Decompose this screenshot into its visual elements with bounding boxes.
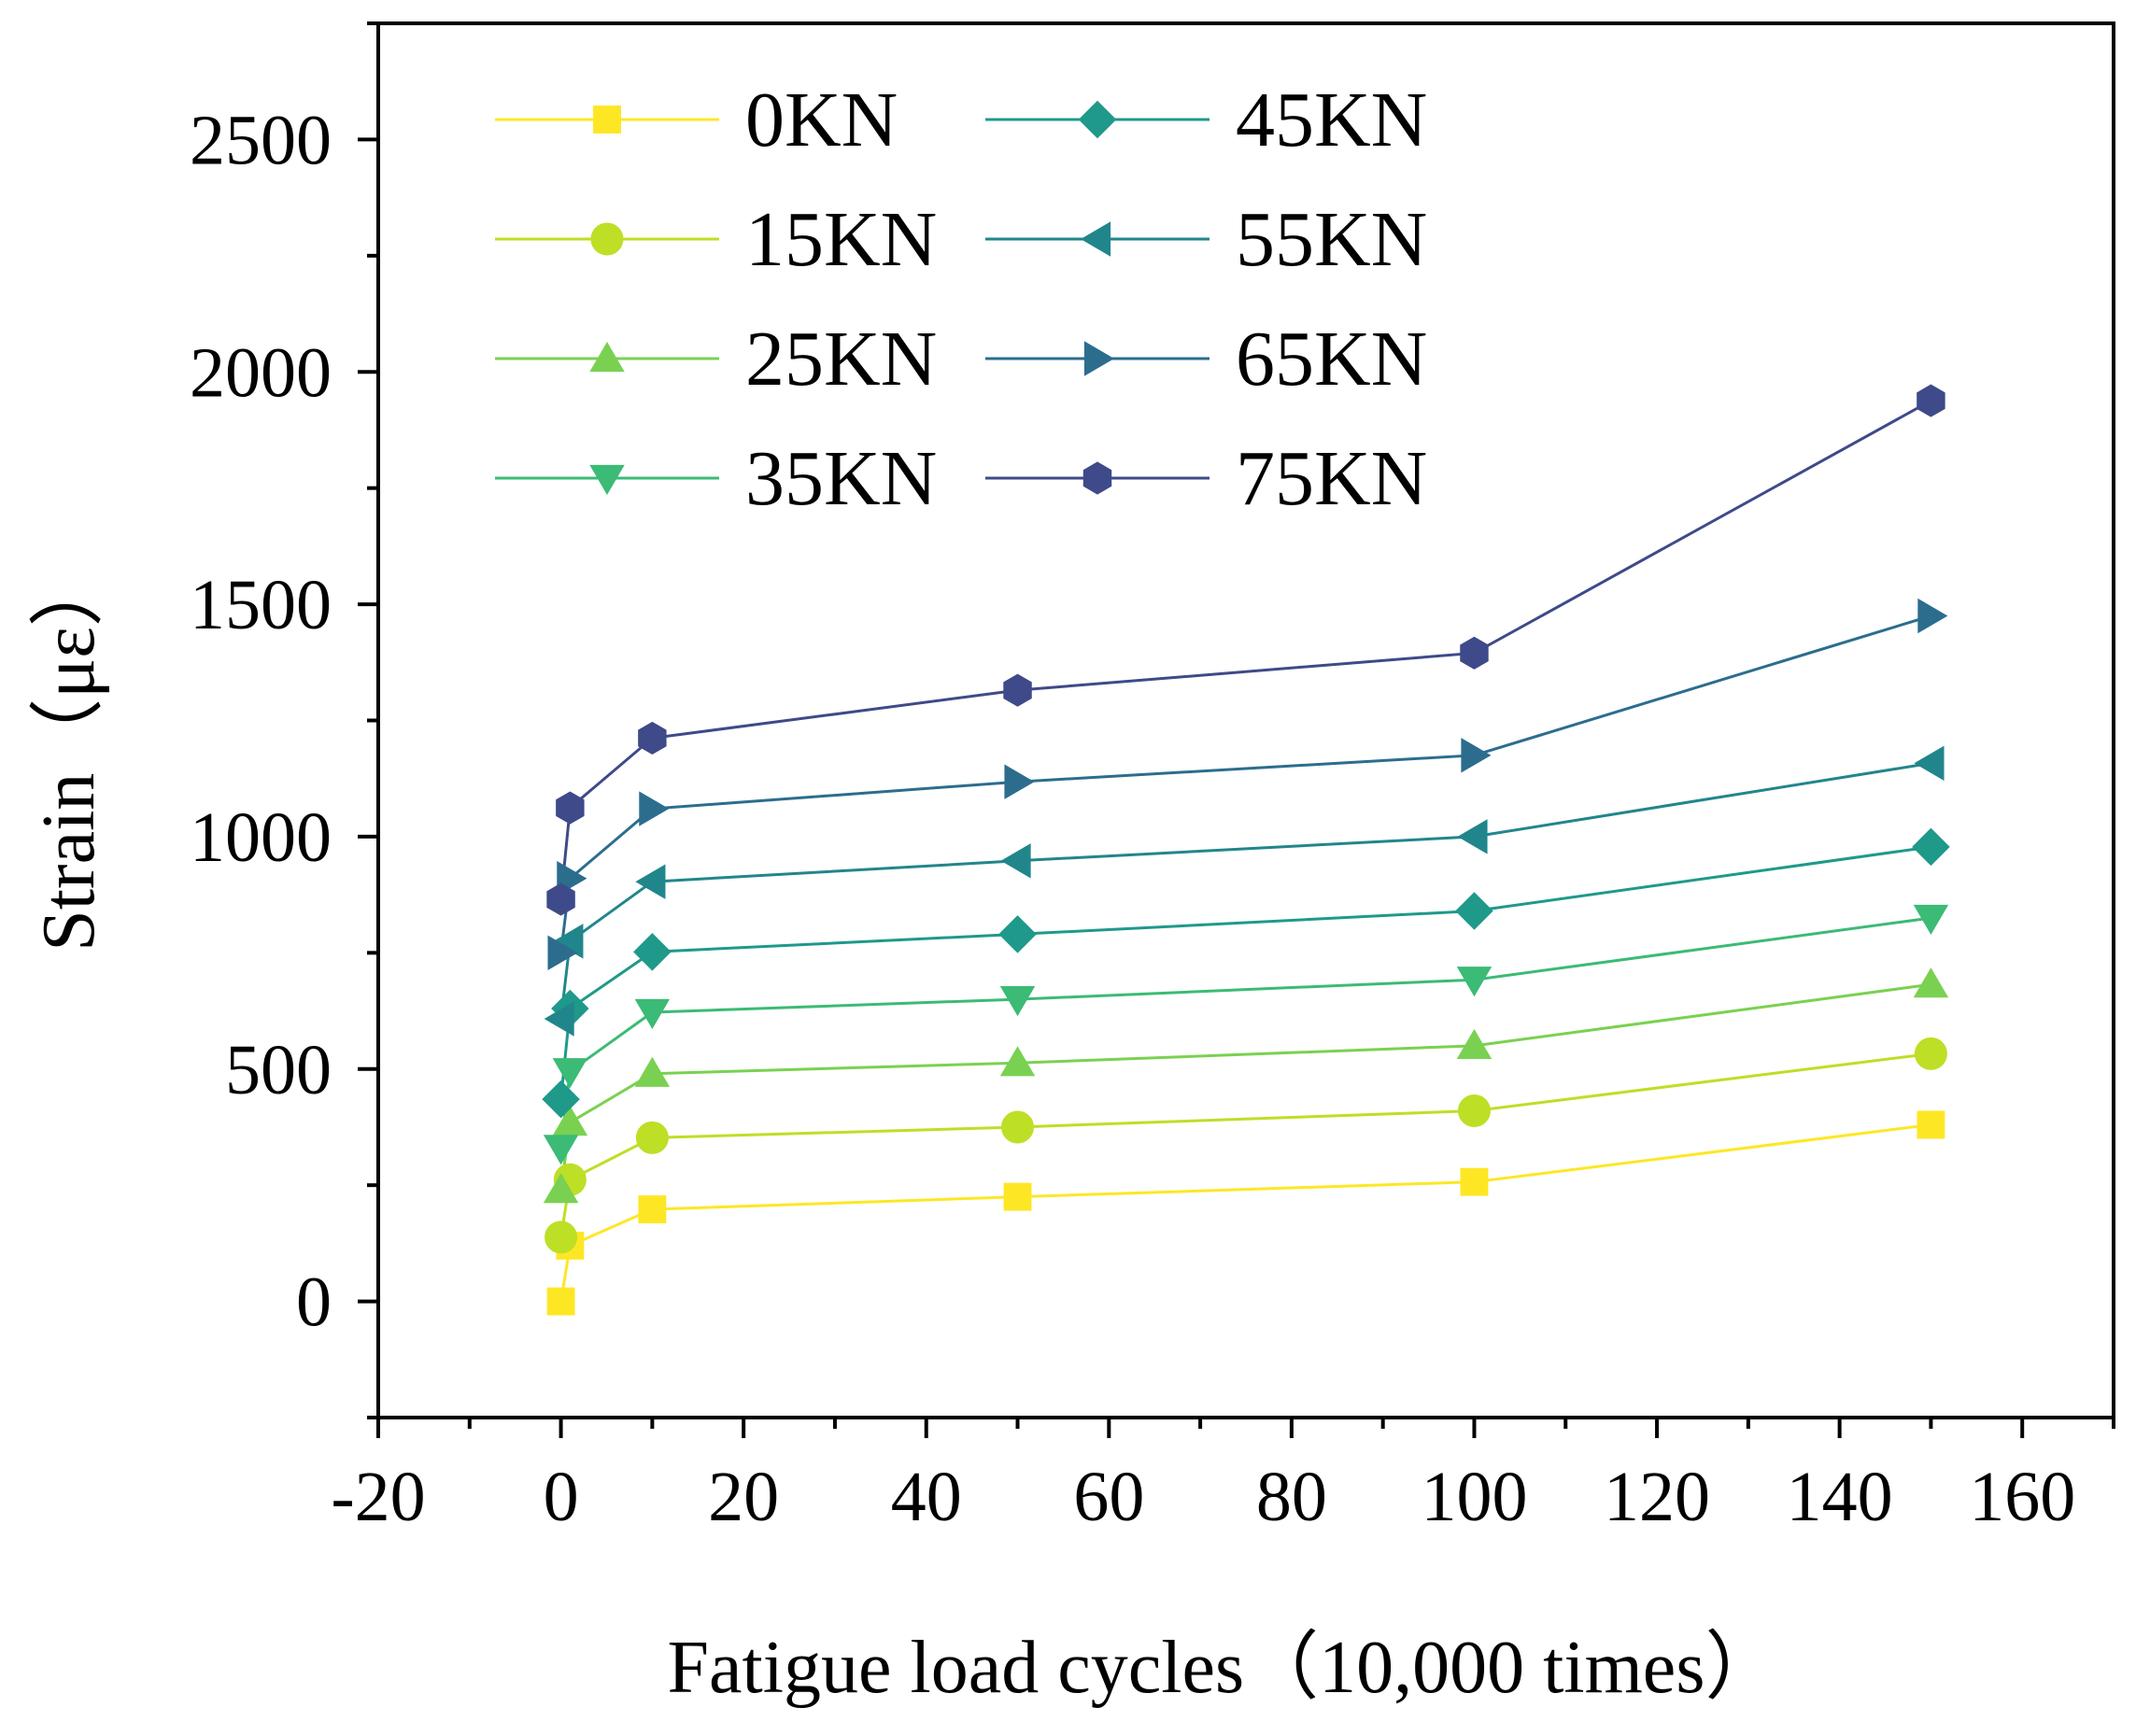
legend-marker	[1082, 461, 1112, 495]
data-point-35KN	[552, 1058, 588, 1089]
data-point-15KN	[545, 1221, 578, 1254]
data-point-65KN	[639, 791, 670, 826]
axes: -20 0 20 40 60 80 100 120 140 160 0 500 1000 1500 2000…	[190, 21, 2115, 1536]
x-tick-label: 160	[1969, 1458, 2075, 1536]
data-point-15KN	[635, 1121, 669, 1154]
data-point-65KN	[547, 935, 578, 971]
x-tick-label: 80	[1256, 1458, 1327, 1536]
x-tick-label: 140	[1787, 1458, 1893, 1536]
data-point-75KN	[1460, 636, 1489, 670]
legend-label: 0KN	[745, 77, 898, 163]
legend-item-25KN: 25KN	[495, 316, 937, 402]
series-lines	[559, 399, 1932, 1302]
data-point-75KN	[556, 791, 585, 825]
data-point-75KN	[638, 721, 667, 755]
legend-label: 25KN	[745, 316, 937, 402]
data-point-45KN	[1455, 892, 1493, 930]
legend-marker	[1078, 100, 1117, 139]
x-tick-label: 20	[708, 1458, 779, 1536]
x-tick-label: 100	[1421, 1458, 1527, 1536]
data-point-55KN	[1914, 745, 1945, 782]
data-point-45KN	[542, 1080, 580, 1119]
legend-marker	[593, 106, 621, 134]
legend-item-75KN: 75KN	[985, 435, 1427, 522]
data-point-0KN	[1460, 1167, 1489, 1196]
data-point-45KN	[633, 933, 672, 971]
data-point-0KN	[638, 1195, 667, 1223]
data-point-65KN	[1461, 738, 1492, 773]
legend-label: 55KN	[1236, 196, 1427, 283]
data-point-0KN	[1917, 1110, 1945, 1139]
data-point-35KN	[1456, 967, 1492, 997]
series-markers	[542, 384, 1950, 1316]
data-point-25KN	[1456, 1028, 1492, 1059]
y-tick-label: 1500	[190, 566, 332, 644]
series-line-35KN	[559, 916, 1931, 1149]
legend-item-65KN: 65KN	[985, 316, 1427, 402]
data-point-55KN	[635, 864, 666, 899]
data-point-15KN	[1001, 1110, 1035, 1144]
x-axis-title: Fatigue load cycles（10,000 times）	[668, 1627, 1780, 1709]
data-point-65KN	[1917, 598, 1948, 634]
x-tick-label: 0	[544, 1458, 579, 1536]
y-tick-label: 0	[296, 1263, 332, 1342]
legend-marker	[589, 464, 625, 495]
data-point-15KN	[1914, 1037, 1947, 1070]
legend-item-45KN: 45KN	[985, 77, 1427, 163]
data-point-45KN	[998, 915, 1037, 953]
data-point-35KN	[634, 998, 671, 1030]
data-point-75KN	[1003, 673, 1032, 707]
legend-item-0KN: 0KN	[495, 77, 898, 163]
legend-marker	[590, 222, 624, 256]
legend-label: 15KN	[745, 196, 937, 283]
legend-item-35KN: 35KN	[495, 435, 937, 522]
y-tick-label: 500	[225, 1031, 332, 1109]
data-point-55KN	[544, 1001, 574, 1037]
legend: 0KN 15KN 25KN 35KN 45KN 55KN 65KN 75KN	[495, 77, 1427, 522]
data-point-35KN	[1913, 904, 1949, 936]
legend-label: 35KN	[745, 435, 937, 522]
data-point-15KN	[1457, 1094, 1491, 1128]
y-tick-label: 2000	[190, 333, 332, 412]
legend-item-15KN: 15KN	[495, 196, 937, 283]
data-point-25KN	[999, 1046, 1036, 1077]
data-point-0KN	[546, 1287, 575, 1316]
series-line-15KN	[559, 1051, 1931, 1238]
data-point-0KN	[1003, 1182, 1032, 1211]
series-line-0KN	[559, 1122, 1931, 1302]
y-axis-title: Strain（με）	[28, 552, 110, 952]
y-tick-label: 2500	[190, 101, 332, 179]
data-point-65KN	[1004, 764, 1035, 799]
y-tick-label: 1000	[190, 798, 332, 877]
data-point-55KN	[1000, 843, 1031, 879]
data-point-35KN	[999, 986, 1036, 1017]
data-point-75KN	[1917, 384, 1945, 417]
data-point-25KN	[1913, 967, 1949, 998]
x-tick-label: -20	[331, 1458, 425, 1536]
legend-marker	[1081, 221, 1111, 257]
x-tick-label: 120	[1604, 1458, 1710, 1536]
legend-label: 45KN	[1236, 77, 1427, 163]
data-point-25KN	[634, 1056, 671, 1087]
legend-marker	[1083, 341, 1114, 376]
legend-label: 75KN	[1236, 435, 1427, 522]
x-tick-label: 40	[891, 1458, 962, 1536]
x-tick-label: 60	[1073, 1458, 1144, 1536]
data-point-45KN	[1912, 827, 1950, 867]
series-line-65KN	[559, 614, 1931, 953]
data-point-55KN	[1457, 819, 1488, 854]
data-point-25KN	[543, 1173, 579, 1204]
series-line-45KN	[559, 845, 1931, 1100]
data-point-75KN	[546, 882, 575, 916]
legend-item-55KN: 55KN	[985, 196, 1427, 283]
legend-label: 65KN	[1236, 316, 1427, 402]
legend-marker	[589, 342, 625, 373]
data-point-35KN	[543, 1135, 579, 1165]
series-line-25KN	[559, 982, 1931, 1191]
